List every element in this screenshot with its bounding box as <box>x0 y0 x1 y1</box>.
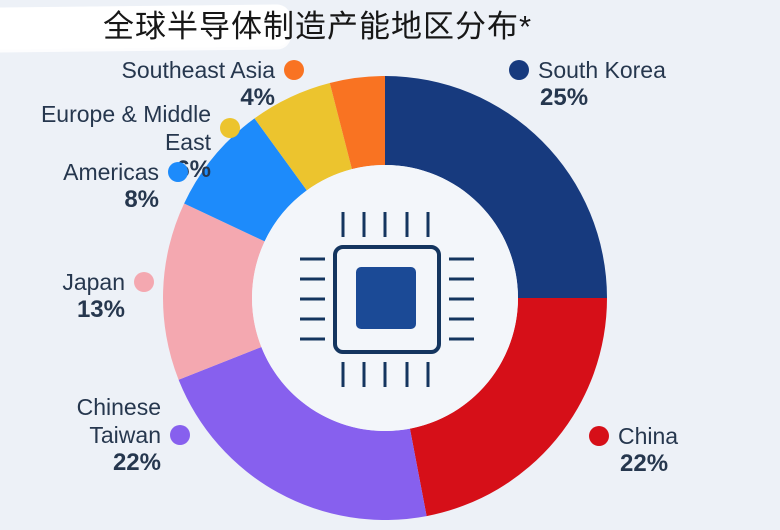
legend-dot-south-korea <box>509 60 529 80</box>
legend-europe-middle-east: Europe & Middle East 6% <box>0 100 240 184</box>
legend-dot-europe <box>220 118 240 138</box>
legend-label: Southeast Asia <box>121 57 275 83</box>
chart-title: 全球半导体制造产能地区分布* <box>103 9 533 44</box>
segment-japan <box>163 203 265 380</box>
legend-americas: Americas 8% <box>63 158 188 214</box>
segment-europe-middle-east <box>254 82 352 191</box>
legend-japan: Japan 13% <box>62 268 154 324</box>
segment-south-korea <box>385 76 607 298</box>
segment-americas <box>184 118 307 242</box>
legend-dot-japan <box>134 272 154 292</box>
legend-value: 13% <box>76 296 125 323</box>
segment-chinese-taiwan <box>178 346 427 521</box>
legend-dot-southeast-asia <box>284 60 304 80</box>
legend-value: 4% <box>240 84 275 111</box>
legend-value: 22% <box>112 449 161 476</box>
legend-southeast-asia: Southeast Asia 4% <box>122 56 304 112</box>
legend-dot-china <box>589 426 609 446</box>
legend-value: 25% <box>540 84 589 111</box>
legend-label: Japan <box>62 269 125 295</box>
legend-dot-chinese-taiwan <box>170 425 190 445</box>
legend-label: South Korea <box>538 57 666 83</box>
legend-value: 8% <box>124 186 159 213</box>
legend-value: 22% <box>620 450 669 477</box>
segment-china <box>409 298 607 517</box>
legend-label: Europe & Middle East <box>40 101 211 155</box>
legend-label: Chinese Taiwan <box>76 394 161 448</box>
legend-chinese-taiwan: Chinese Taiwan 22% <box>49 393 190 477</box>
legend-label: Americas <box>63 159 159 185</box>
legend-dot-americas <box>168 162 188 182</box>
cpu-chip-icon <box>300 212 474 387</box>
donut-segments <box>163 76 607 521</box>
segment-southeast-asia <box>329 76 385 170</box>
legend-south-korea: South Korea 25% <box>509 56 666 112</box>
legend-label: China <box>618 423 679 449</box>
legend-china: China 22% <box>589 422 678 478</box>
